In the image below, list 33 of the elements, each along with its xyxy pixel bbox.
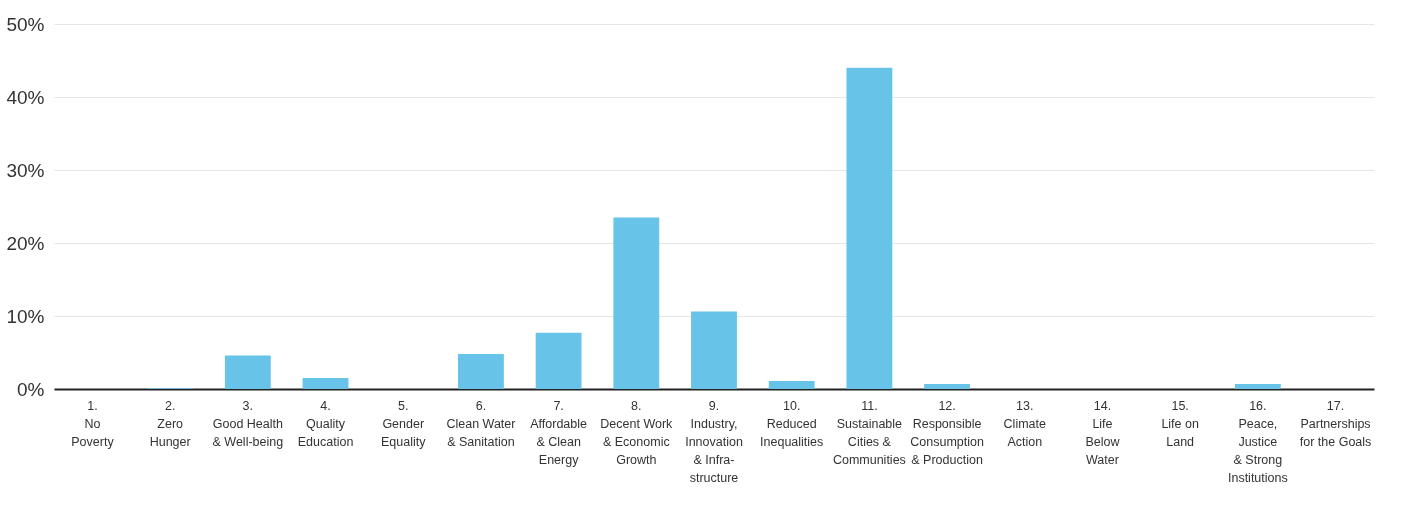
bar — [224, 355, 271, 389]
x-tick-label: 7. Affordable & Clean Energy — [530, 398, 588, 467]
x-tick-label: 1. No Poverty — [71, 398, 115, 449]
x-tick-label: 14. Life Below Water — [1085, 398, 1121, 467]
x-tick-label: 16. Peace, Justice & Strong Institutions — [1227, 398, 1288, 485]
y-tick-label: 40% — [6, 86, 45, 108]
bar — [1234, 383, 1281, 389]
x-tick-label: 9. Industry, Innovation & Infra- structure — [685, 398, 743, 485]
y-tick-label: 10% — [6, 305, 45, 327]
bar — [302, 378, 349, 389]
y-tick-label: 0% — [17, 378, 45, 400]
bar — [846, 67, 893, 389]
x-tick-label: 15. Life on Land — [1161, 398, 1199, 449]
y-tick-label: 20% — [6, 232, 45, 254]
bar — [691, 311, 737, 389]
bar — [535, 332, 582, 389]
x-tick-label: 8. Decent Work & Economic Growth — [600, 398, 674, 467]
bar — [924, 383, 970, 389]
y-tick-label: 50% — [6, 13, 45, 35]
x-tick-label: 5. Gender Equality — [380, 398, 427, 449]
bar — [458, 353, 504, 389]
x-tick-label: 13. Climate Action — [1003, 398, 1046, 449]
bar — [768, 380, 815, 389]
y-tick-label: 30% — [6, 159, 45, 181]
x-tick-label: 4. Quality Education — [297, 398, 354, 449]
x-tick-label: 2. Zero Hunger — [149, 398, 191, 449]
x-tick-label: 11. Sustainable Cities & Communities — [832, 398, 906, 467]
bar — [613, 217, 660, 389]
x-tick-label: 3. Good Health & Well-being — [212, 398, 284, 449]
x-tick-label: 17. Partnerships for the Goals — [1299, 398, 1372, 449]
x-tick-label: 6. Clean Water & Sanitation — [446, 398, 516, 449]
x-tick-label: 12. Responsible Consumption & Production — [910, 398, 984, 467]
x-tick-label: 10. Reduced Inequalities — [760, 398, 824, 449]
